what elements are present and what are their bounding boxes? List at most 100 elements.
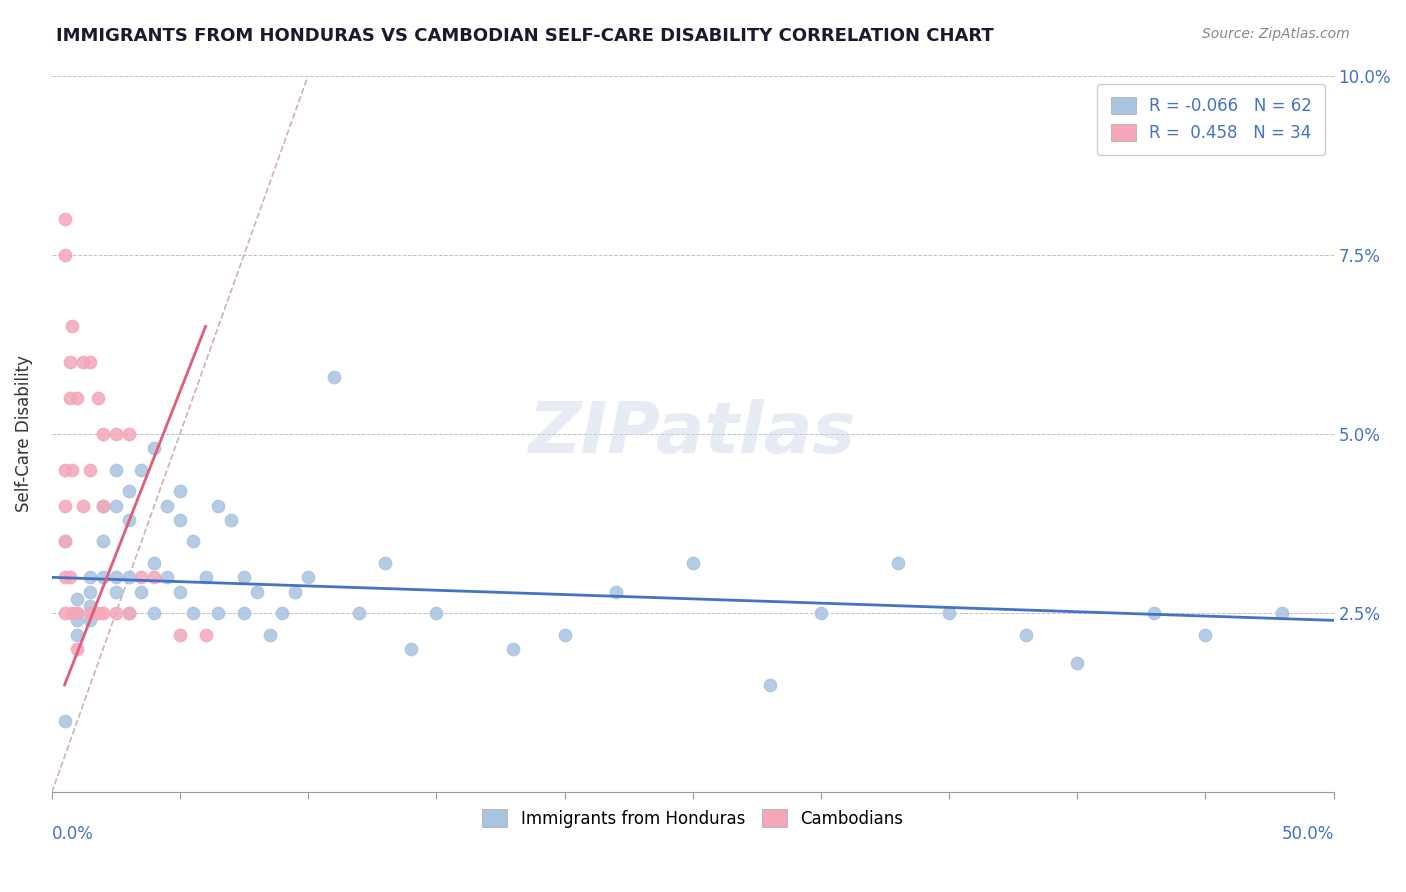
Point [104, 606, 127, 620]
Point [53, 248, 76, 262]
Point [758, 678, 780, 692]
Point [60, 319, 83, 334]
Point [118, 606, 141, 620]
Point [118, 570, 141, 584]
Point [79, 355, 101, 369]
Point [118, 427, 141, 442]
Point [59, 570, 82, 584]
Point [374, 556, 396, 570]
Point [233, 606, 256, 620]
Point [194, 570, 217, 584]
Point [399, 642, 422, 657]
Point [66, 591, 89, 606]
Point [91, 499, 114, 513]
Point [246, 584, 269, 599]
Point [91, 534, 114, 549]
Point [143, 570, 166, 584]
Point [207, 499, 229, 513]
Point [1271, 606, 1294, 620]
Point [502, 642, 524, 657]
Point [72, 499, 94, 513]
Point [66, 613, 89, 627]
Point [104, 463, 127, 477]
Legend: Immigrants from Honduras, Cambodians: Immigrants from Honduras, Cambodians [475, 803, 910, 834]
Point [66, 642, 89, 657]
Point [271, 606, 294, 620]
Point [131, 570, 153, 584]
Point [66, 391, 89, 405]
Point [810, 606, 832, 620]
Point [79, 606, 101, 620]
Point [284, 584, 307, 599]
Point [60, 606, 83, 620]
Point [66, 606, 89, 620]
Point [605, 584, 627, 599]
Point [79, 613, 101, 627]
Point [1066, 657, 1088, 671]
Text: IMMIGRANTS FROM HONDURAS VS CAMBODIAN SELF-CARE DISABILITY CORRELATION CHART: IMMIGRANTS FROM HONDURAS VS CAMBODIAN SE… [56, 27, 994, 45]
Point [79, 584, 101, 599]
Point [1143, 606, 1166, 620]
Point [194, 628, 217, 642]
Point [104, 427, 127, 442]
Point [131, 463, 153, 477]
Point [66, 606, 89, 620]
Point [79, 463, 101, 477]
Point [349, 606, 371, 620]
Point [259, 628, 281, 642]
Point [87, 606, 110, 620]
Point [169, 584, 191, 599]
Point [53, 606, 76, 620]
Text: 50.0%: 50.0% [1281, 825, 1334, 843]
Point [118, 606, 141, 620]
Text: 0.0%: 0.0% [52, 825, 94, 843]
Point [66, 628, 89, 642]
Point [143, 442, 166, 456]
Point [181, 606, 204, 620]
Point [91, 606, 114, 620]
Point [322, 369, 344, 384]
Point [59, 391, 82, 405]
Point [156, 499, 179, 513]
Point [131, 584, 153, 599]
Point [169, 484, 191, 499]
Point [53, 534, 76, 549]
Point [104, 499, 127, 513]
Point [219, 513, 242, 527]
Point [297, 570, 319, 584]
Y-axis label: Self-Care Disability: Self-Care Disability [15, 356, 32, 513]
Point [553, 628, 575, 642]
Point [887, 556, 910, 570]
Point [143, 556, 166, 570]
Point [682, 556, 704, 570]
Point [118, 484, 141, 499]
Point [91, 427, 114, 442]
Point [53, 534, 76, 549]
Point [53, 211, 76, 226]
Point [53, 570, 76, 584]
Point [53, 463, 76, 477]
Text: ZIPatlas: ZIPatlas [529, 400, 856, 468]
Point [143, 606, 166, 620]
Point [104, 570, 127, 584]
Point [60, 463, 83, 477]
Point [1015, 628, 1038, 642]
Point [169, 628, 191, 642]
Point [1194, 628, 1216, 642]
Point [425, 606, 447, 620]
Point [79, 599, 101, 613]
Point [91, 499, 114, 513]
Point [118, 513, 141, 527]
Point [79, 570, 101, 584]
Point [181, 534, 204, 549]
Point [233, 570, 256, 584]
Point [104, 584, 127, 599]
Point [91, 570, 114, 584]
Point [207, 606, 229, 620]
Point [72, 355, 94, 369]
Point [59, 355, 82, 369]
Point [87, 391, 110, 405]
Point [53, 714, 76, 728]
Point [53, 499, 76, 513]
Text: Source: ZipAtlas.com: Source: ZipAtlas.com [1202, 27, 1350, 41]
